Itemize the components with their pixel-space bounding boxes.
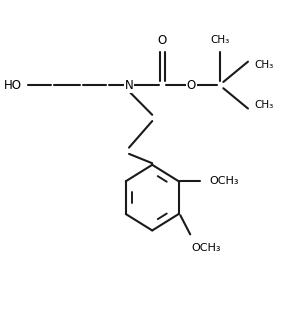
Text: OCH₃: OCH₃ xyxy=(209,176,239,186)
Text: OCH₃: OCH₃ xyxy=(192,243,221,253)
Text: N: N xyxy=(125,78,134,92)
Text: CH₃: CH₃ xyxy=(255,60,274,70)
Text: CH₃: CH₃ xyxy=(255,100,274,111)
Text: O: O xyxy=(158,34,167,47)
Text: O: O xyxy=(187,78,196,92)
Text: CH₃: CH₃ xyxy=(211,35,230,46)
Text: HO: HO xyxy=(4,78,22,92)
